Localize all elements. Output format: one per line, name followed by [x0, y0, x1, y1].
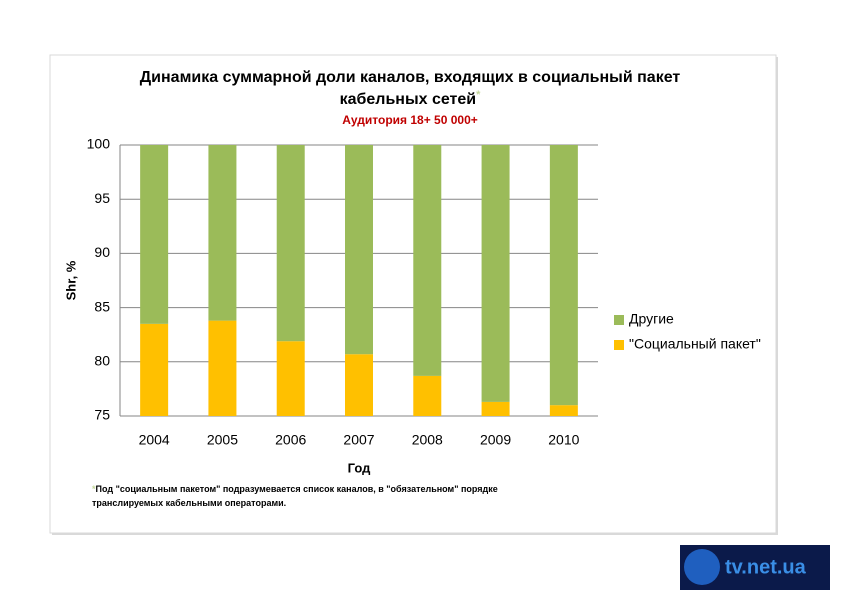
bar-segment: [549, 145, 578, 406]
y-tick-label: 90: [94, 244, 110, 260]
chart-title-line: кабельных сетей: [340, 91, 477, 108]
x-tick-label: 2006: [275, 432, 306, 448]
x-tick-label: 2005: [207, 432, 238, 448]
bar-segment: [549, 405, 578, 416]
logo-text: tv.net.ua: [725, 556, 807, 578]
chart-subtitle: Аудитория 18+ 50 000+: [342, 113, 478, 127]
bar-segment: [413, 145, 442, 376]
bar-segment: [345, 354, 373, 416]
y-tick-label: 100: [87, 136, 111, 152]
logo-icon: [684, 549, 720, 585]
y-tick-label: 95: [94, 190, 110, 206]
legend-swatch: [614, 315, 624, 325]
chart-title: кабельных сетей*: [340, 89, 482, 108]
y-axis-label: Shr, %: [63, 260, 78, 300]
bar-segment: [481, 145, 510, 402]
footnote: *Под "социальным пакетом" подразумеваетс…: [92, 484, 498, 494]
x-tick-label: 2007: [343, 432, 374, 448]
footnote-mark: *: [92, 484, 96, 494]
bar-segment: [140, 323, 169, 416]
y-tick-label: 75: [94, 407, 110, 423]
x-axis-label: Год: [348, 460, 371, 475]
bar-segment: [345, 145, 373, 355]
x-tick-label: 2009: [480, 432, 511, 448]
bar-segment: [481, 401, 510, 416]
x-tick-label: 2008: [412, 432, 443, 448]
chart-title: Динамика суммарной доли каналов, входящи…: [140, 69, 681, 86]
chart-frame: [49, 54, 777, 534]
bar-segment: [208, 145, 237, 321]
bar-segment: [413, 375, 442, 416]
bar-segment: [276, 341, 305, 416]
x-tick-label: 2004: [139, 432, 170, 448]
footnote: транслируемых кабельными операторами.: [92, 498, 286, 508]
legend-label: "Социальный пакет": [629, 336, 761, 352]
chart-title-line: Динамика суммарной доли каналов, входящи…: [140, 69, 681, 86]
y-tick-label: 85: [94, 298, 110, 314]
bar-segment: [140, 145, 169, 324]
legend-label: Другие: [629, 311, 674, 327]
bar-segment: [208, 320, 237, 416]
legend-swatch: [614, 340, 624, 350]
bar-segment: [276, 145, 305, 342]
footnote-line: транслируемых кабельными операторами.: [92, 498, 286, 508]
title-mark: *: [476, 89, 481, 101]
footnote-line: Под "социальным пакетом" подразумевается…: [96, 484, 498, 494]
y-tick-label: 80: [94, 353, 110, 369]
x-tick-label: 2010: [548, 432, 579, 448]
